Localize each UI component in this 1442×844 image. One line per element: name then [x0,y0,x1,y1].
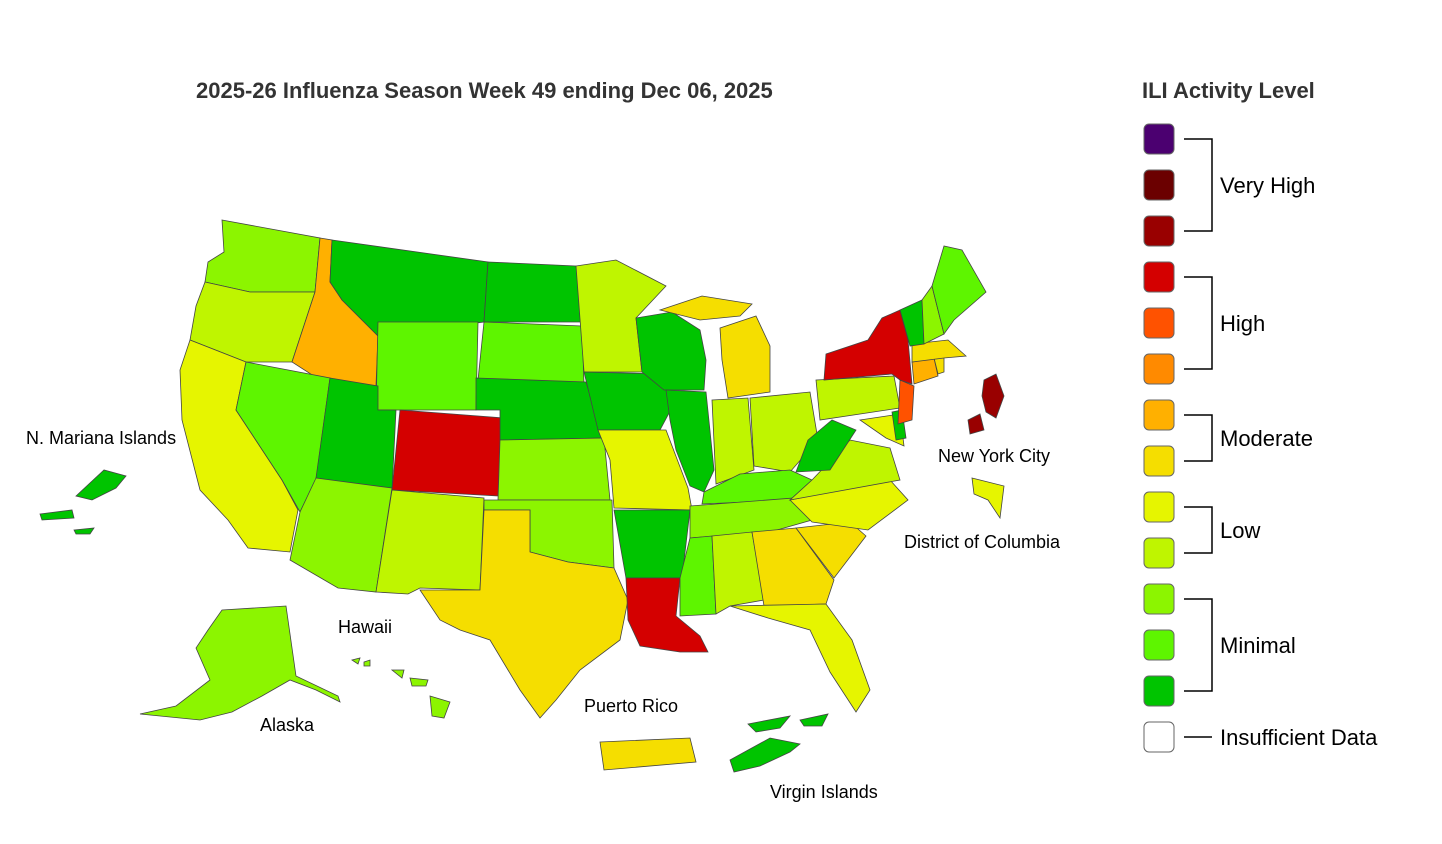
legend-swatch-high-1 [1143,353,1175,385]
state-illinois[interactable] [665,389,715,493]
bracket-low [1184,506,1213,554]
label-puerto-rico: Puerto Rico [584,696,678,716]
state-wisconsin[interactable] [635,311,707,391]
legend-label-minimal: Minimal [1220,633,1296,658]
state-florida[interactable] [729,603,871,713]
state-indiana[interactable] [711,397,755,485]
state-mississippi[interactable] [679,535,717,617]
state-arkansas[interactable] [613,509,691,579]
state-maine[interactable] [931,245,987,335]
label-hawaii: Hawaii [338,617,392,637]
legend-swatch-very-high-3 [1143,123,1175,155]
state-maryland[interactable] [858,413,905,447]
state-colorado[interactable] [391,409,505,497]
state-pennsylvania[interactable] [815,375,901,421]
legend-brackets [1184,138,1213,738]
legend-swatch-insufficient [1143,721,1175,753]
state-north-dakota[interactable] [483,261,585,323]
region-new-york-city[interactable] [967,373,1005,435]
legend-label-low: Low [1220,518,1260,543]
legend-swatch-low-2 [1143,491,1175,523]
label-virgin-islands: Virgin Islands [770,782,878,802]
legend-swatch-minimal-3 [1143,583,1175,615]
legend-swatch-very-high-1 [1143,215,1175,247]
legend-swatches [1143,123,1175,753]
bracket-minimal [1184,598,1213,692]
legend-title: ILI Activity Level [1142,78,1315,103]
state-new-mexico[interactable] [375,489,485,595]
legend-swatch-very-high-2 [1143,169,1175,201]
region-puerto-rico[interactable] [599,737,697,771]
state-new-jersey[interactable] [897,379,915,425]
state-south-dakota[interactable] [477,321,585,385]
bracket-high [1184,276,1213,370]
region-n-mariana-islands[interactable] [39,469,127,535]
state-alabama[interactable] [711,531,765,615]
map-title: 2025-26 Influenza Season Week 49 ending … [196,78,773,103]
legend-swatch-high-2 [1143,307,1175,339]
state-oregon[interactable] [189,281,316,363]
legend-label-insufficient-data: Insufficient Data [1220,725,1378,750]
region-virgin-islands[interactable] [729,713,829,773]
bracket-very-high [1184,138,1213,232]
state-michigan-upper[interactable] [658,295,753,321]
region-district-of-columbia[interactable] [971,477,1005,520]
state-wyoming[interactable] [375,321,479,411]
region-alaska[interactable] [139,605,341,721]
legend-swatch-moderate-2 [1143,399,1175,431]
legend-swatch-minimal-2 [1143,629,1175,661]
legend-swatch-high-3 [1143,261,1175,293]
region-hawaii[interactable] [351,657,451,719]
legend-label-moderate: Moderate [1220,426,1313,451]
state-new-york[interactable] [823,309,913,385]
label-district-of-columbia: District of Columbia [904,532,1061,552]
state-west-virginia[interactable] [795,419,857,473]
label-new-york-city: New York City [938,446,1050,466]
state-michigan[interactable] [719,315,771,399]
legend-label-high: High [1220,311,1265,336]
legend-swatch-low-1 [1143,537,1175,569]
label-n-mariana-islands: N. Mariana Islands [26,428,176,448]
state-texas[interactable] [419,509,629,719]
state-massachusetts[interactable] [911,339,967,363]
state-kansas[interactable] [497,437,611,501]
bracket-moderate [1184,414,1213,462]
legend-label-very-high: Very High [1220,173,1315,198]
legend-swatch-moderate-1 [1143,445,1175,477]
state-washington[interactable] [204,219,321,293]
state-louisiana[interactable] [625,577,709,653]
legend-swatch-minimal-1 [1143,675,1175,707]
state-georgia[interactable] [751,527,835,607]
label-alaska: Alaska [260,715,315,735]
